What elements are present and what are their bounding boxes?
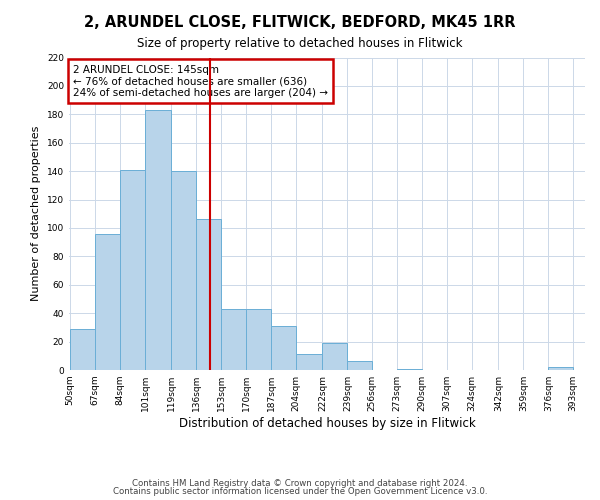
Text: Contains public sector information licensed under the Open Government Licence v3: Contains public sector information licen… xyxy=(113,487,487,496)
Bar xyxy=(397,368,422,370)
Bar xyxy=(296,354,322,370)
Text: 2, ARUNDEL CLOSE, FLITWICK, BEDFORD, MK45 1RR: 2, ARUNDEL CLOSE, FLITWICK, BEDFORD, MK4… xyxy=(84,15,516,30)
Bar xyxy=(70,329,95,370)
Text: Size of property relative to detached houses in Flitwick: Size of property relative to detached ho… xyxy=(137,38,463,51)
Bar xyxy=(120,170,145,370)
Bar xyxy=(196,220,221,370)
Text: Contains HM Land Registry data © Crown copyright and database right 2024.: Contains HM Land Registry data © Crown c… xyxy=(132,478,468,488)
X-axis label: Distribution of detached houses by size in Flitwick: Distribution of detached houses by size … xyxy=(179,417,475,430)
Y-axis label: Number of detached properties: Number of detached properties xyxy=(31,126,41,302)
Text: 2 ARUNDEL CLOSE: 145sqm
← 76% of detached houses are smaller (636)
24% of semi-d: 2 ARUNDEL CLOSE: 145sqm ← 76% of detache… xyxy=(73,64,328,98)
Bar xyxy=(246,309,271,370)
Bar xyxy=(347,362,373,370)
Bar xyxy=(548,367,573,370)
Bar xyxy=(145,110,172,370)
Bar xyxy=(95,234,120,370)
Bar xyxy=(322,343,347,370)
Bar xyxy=(271,326,296,370)
Bar xyxy=(221,309,246,370)
Bar xyxy=(172,171,196,370)
